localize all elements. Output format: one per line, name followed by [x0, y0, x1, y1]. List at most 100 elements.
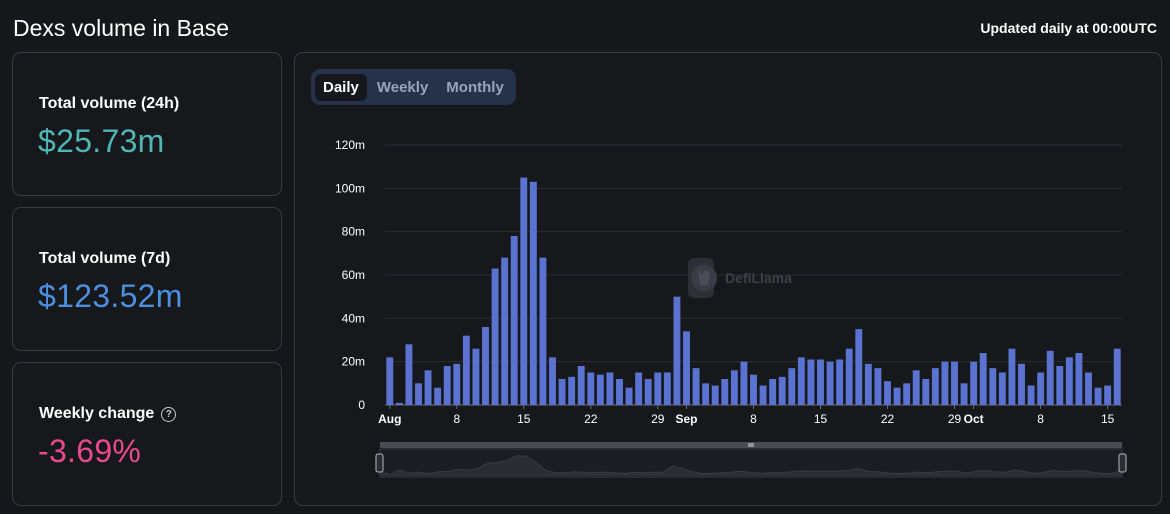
bar-chart: 0 20m 40m 60m 80m 100m 120m DefiLlama Aug 8 15 22… [335, 138, 1127, 478]
bar[interactable] [788, 368, 796, 405]
bar[interactable] [472, 348, 480, 405]
tab-weekly[interactable]: Weekly [376, 78, 429, 96]
bar[interactable] [673, 296, 681, 405]
bar[interactable] [826, 361, 834, 405]
bar[interactable] [462, 335, 470, 405]
bar[interactable] [903, 383, 911, 405]
bar[interactable] [740, 361, 748, 405]
bar[interactable] [998, 372, 1006, 406]
bar[interactable] [864, 363, 872, 405]
x-tick-label: 8 [453, 412, 460, 426]
help-icon[interactable]: ? [161, 406, 177, 422]
bar[interactable] [453, 363, 461, 405]
y-tick-label: 40m [342, 311, 365, 325]
bar[interactable] [1056, 366, 1064, 405]
bar[interactable] [769, 379, 777, 405]
bar[interactable] [730, 370, 738, 405]
bar[interactable] [970, 361, 978, 405]
bar[interactable] [1065, 357, 1073, 405]
y-tick-label: 60m [342, 268, 365, 282]
brush-grip-icon[interactable] [748, 443, 754, 447]
bar[interactable] [1046, 350, 1054, 405]
bar[interactable] [759, 385, 767, 406]
watermark-text: DefiLlama [725, 270, 792, 286]
bar[interactable] [501, 257, 509, 405]
y-tick-label: 20m [342, 355, 365, 369]
bar[interactable] [960, 383, 968, 405]
zoom-brush[interactable] [375, 442, 1127, 478]
bar[interactable] [663, 372, 671, 406]
bar[interactable] [778, 376, 786, 405]
bar[interactable] [596, 374, 604, 405]
bar[interactable] [912, 370, 920, 405]
bar[interactable] [721, 379, 729, 405]
brush-handle-left[interactable] [375, 453, 384, 473]
bar[interactable] [558, 379, 566, 405]
bar[interactable] [845, 348, 853, 405]
bar[interactable] [491, 268, 499, 406]
bar[interactable] [1104, 385, 1112, 406]
bar[interactable] [434, 387, 442, 405]
bar[interactable] [1113, 348, 1121, 405]
bar[interactable] [606, 372, 614, 406]
bar[interactable] [807, 359, 815, 406]
y-tick-label: 0 [358, 398, 365, 412]
bar[interactable] [836, 359, 844, 406]
bar[interactable] [817, 359, 824, 406]
bar[interactable] [1037, 372, 1045, 406]
bar[interactable] [692, 368, 700, 405]
bar[interactable] [855, 329, 863, 405]
bar[interactable] [616, 379, 623, 405]
bar[interactable] [702, 383, 710, 405]
bar[interactable] [874, 368, 882, 405]
bar[interactable] [549, 357, 556, 405]
bar[interactable] [386, 357, 394, 405]
bar[interactable] [1008, 348, 1016, 405]
bar[interactable] [510, 236, 518, 405]
bar[interactable] [568, 376, 576, 405]
chart-panel: Daily Weekly Monthly 0 20m 40m 60m 80m 100m 12… [294, 52, 1162, 506]
brush-handle-right[interactable] [1118, 453, 1127, 473]
bar[interactable] [884, 381, 891, 405]
tab-monthly[interactable]: Monthly [446, 78, 504, 96]
bar[interactable] [482, 327, 489, 405]
tab-daily[interactable]: Daily [315, 73, 367, 101]
bar[interactable] [644, 379, 652, 405]
x-tick-label: 22 [584, 412, 598, 426]
brush-sparkline [379, 455, 1123, 476]
bar[interactable] [1027, 385, 1035, 406]
bar[interactable] [654, 372, 662, 406]
bar[interactable] [1094, 387, 1102, 405]
bar[interactable] [395, 402, 403, 405]
bar[interactable] [577, 366, 585, 405]
bar[interactable] [539, 257, 547, 405]
bar[interactable] [797, 357, 805, 405]
bar[interactable] [922, 379, 930, 405]
bar[interactable] [979, 353, 987, 405]
x-tick-label: 29 [651, 412, 665, 426]
bar[interactable] [405, 344, 413, 405]
bar[interactable] [1075, 353, 1083, 405]
bar[interactable] [635, 372, 643, 406]
bar[interactable] [951, 361, 958, 405]
x-tick-label: 15 [517, 412, 531, 426]
bar[interactable] [941, 361, 949, 405]
bar[interactable] [587, 372, 595, 406]
bar[interactable] [520, 177, 528, 406]
bar[interactable] [931, 368, 939, 405]
bar[interactable] [625, 387, 633, 405]
bar[interactable] [683, 331, 690, 405]
x-tick-label: 15 [1101, 412, 1115, 426]
bar[interactable] [415, 383, 422, 405]
bar[interactable] [1018, 363, 1025, 405]
y-tick-label: 100m [335, 181, 365, 195]
x-tick-label: 15 [814, 412, 828, 426]
bar[interactable] [424, 370, 432, 405]
bar[interactable] [1085, 372, 1092, 406]
bar[interactable] [989, 368, 997, 405]
bar[interactable] [443, 366, 451, 405]
bar[interactable] [711, 385, 719, 406]
bar[interactable] [750, 374, 757, 405]
bar[interactable] [893, 387, 901, 405]
bar[interactable] [529, 181, 537, 405]
